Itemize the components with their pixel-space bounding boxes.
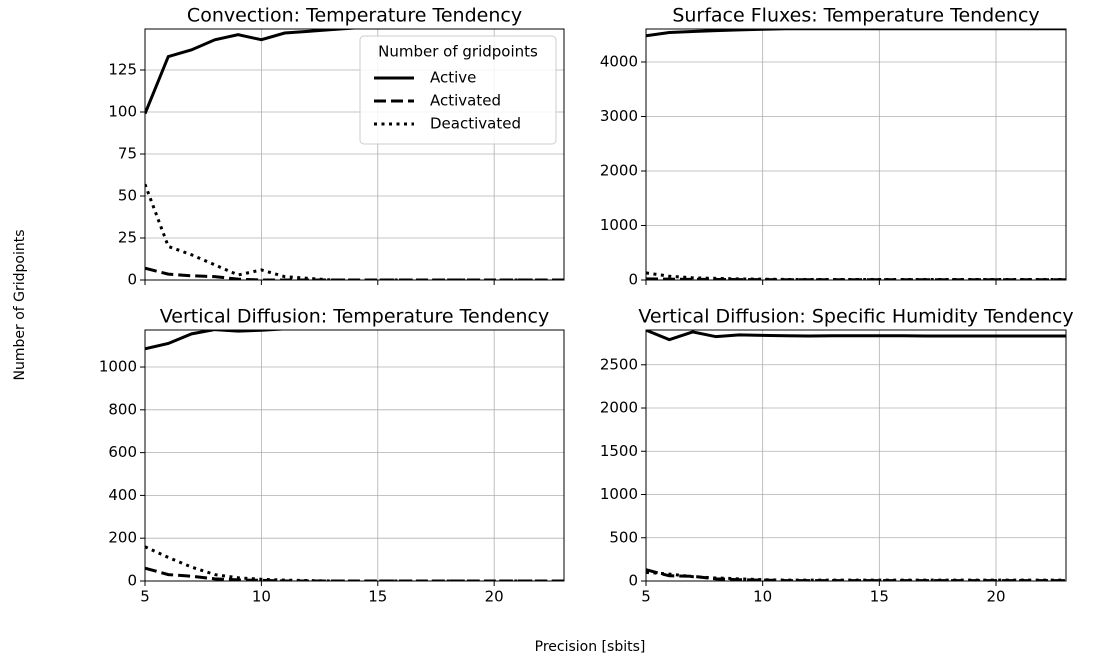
series-line <box>145 566 564 581</box>
panel: 0 200 400 600 800 1000 5 10 15 20 Vertical Diffusi… <box>99 306 565 606</box>
series-line <box>646 570 1066 581</box>
x-tick-label: 15 <box>368 588 387 606</box>
lines <box>646 330 1066 581</box>
y-tick-label: 0 <box>127 572 137 590</box>
y-tick-label: 800 <box>108 400 137 418</box>
series-line <box>646 330 1066 342</box>
chart-title: Surface Fluxes: Temperature Tendency <box>672 5 1039 27</box>
y-tick-label: 0 <box>628 271 638 289</box>
legend: Number of gridpoints Active Activated Deact… <box>359 35 557 145</box>
x-tick-label: 20 <box>485 588 504 606</box>
y-tick-label: 100 <box>108 102 137 120</box>
y-tick-label: 1000 <box>99 358 137 376</box>
x-tick-label: 10 <box>252 588 271 606</box>
y-tick-label: 500 <box>609 528 638 546</box>
y-tick-label: 1500 <box>600 442 638 460</box>
y-tick-label: 0 <box>628 572 638 590</box>
panel: 0 25 50 75 100 125 Convection: Temperature Ten… <box>108 5 565 289</box>
y-tick-label: 4000 <box>600 52 638 70</box>
series-line <box>145 266 564 280</box>
y-tick-label: 200 <box>108 529 137 547</box>
y-tick-label: 125 <box>108 60 137 78</box>
series-line <box>145 330 564 351</box>
y-tick-label: 50 <box>118 186 137 204</box>
legend-title: Number of gridpoints <box>378 43 538 61</box>
series-line <box>646 271 1066 280</box>
plot-frame <box>645 329 1067 582</box>
series-line <box>145 183 564 280</box>
y-tick-label: 1000 <box>600 485 638 503</box>
series-line <box>145 545 564 581</box>
x-axis-label: Precision [sbits] <box>535 639 646 655</box>
x-tick-label: 20 <box>986 588 1005 606</box>
x-tick-label: 5 <box>140 588 150 606</box>
panel: 0 1000 2000 3000 4000 Surface Fluxes: Tempera… <box>600 5 1067 289</box>
y-axis-label: Number of Gridpoints <box>12 229 28 380</box>
chart-title: Vertical Diffusion: Temperature Tendency <box>160 306 549 328</box>
legend-label: Activated <box>430 92 501 110</box>
y-tick-label: 75 <box>118 144 137 162</box>
plot-frame <box>144 329 565 582</box>
y-tick-label: 0 <box>127 271 137 289</box>
legend-box <box>359 35 557 145</box>
plot-frame <box>645 28 1067 281</box>
y-tick-label: 2000 <box>600 399 638 417</box>
y-tick-label: 25 <box>118 228 137 246</box>
x-tick-label: 10 <box>753 588 772 606</box>
series-line <box>646 29 1066 38</box>
lines <box>145 330 564 581</box>
x-tick-label: 5 <box>641 588 651 606</box>
legend-label: Active <box>430 69 476 87</box>
legend-label: Deactivated <box>430 115 521 133</box>
chart-title: Convection: Temperature Tendency <box>187 5 522 27</box>
x-tick-label: 15 <box>870 588 889 606</box>
y-tick-label: 600 <box>108 443 137 461</box>
lines <box>646 29 1066 280</box>
chart-title: Vertical Diffusion: Specific Humidity Te… <box>638 306 1073 328</box>
series-line <box>145 29 564 115</box>
plot-frame <box>144 28 565 281</box>
y-tick-label: 1000 <box>600 216 638 234</box>
lines <box>145 29 564 280</box>
panel: 0 500 1000 1500 2000 2500 5 10 15 20 Vertical Diff… <box>600 306 1074 606</box>
y-tick-label: 3000 <box>600 107 638 125</box>
y-tick-label: 400 <box>108 486 137 504</box>
y-tick-label: 2500 <box>600 355 638 373</box>
y-tick-label: 2000 <box>600 161 638 179</box>
